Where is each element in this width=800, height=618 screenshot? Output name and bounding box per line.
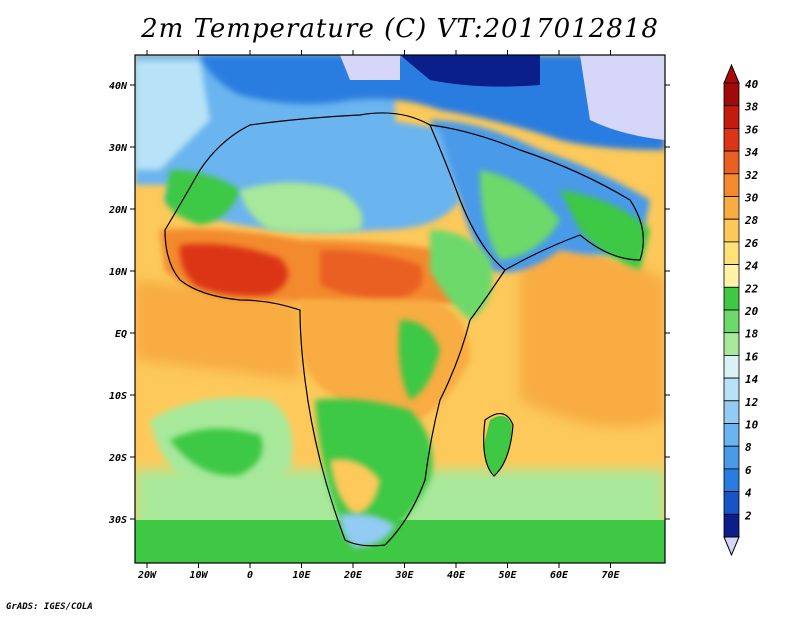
lon-tick-label: 60E: [550, 570, 569, 581]
indian-ocean-warm: [520, 240, 665, 427]
colorbar-label: 2: [744, 509, 752, 522]
colorbar-label: 16: [745, 350, 759, 363]
colorbar-label: 32: [744, 169, 759, 182]
kalahari-warm: [330, 459, 380, 515]
colorbar-high-arrow: [723, 63, 740, 84]
lon-tick-label: 40E: [447, 570, 466, 581]
lon-tick-label: 20W: [137, 570, 157, 581]
colorbar-label: 14: [745, 373, 759, 386]
lon-axis: 20W 10W 0 10E 20E 30E 40E 50E 60E 70E: [137, 50, 621, 581]
sahel-transition: [240, 182, 363, 233]
colorbar-swatch: [723, 332, 740, 356]
colorbar-swatch: [723, 491, 740, 515]
atlantic-cool-strip: [135, 60, 210, 170]
colorbar-swatch: [723, 105, 740, 129]
europe-cold-core: [400, 55, 540, 87]
colorbar-label: 8: [745, 441, 752, 454]
colorbar-low-arrow: [723, 536, 740, 557]
east-africa-highlands: [398, 320, 440, 400]
colorbar-swatch: [723, 196, 740, 220]
colorbar: 40 38 36 34 32 30 28 26 24 22 20 18 16 14 12 10 8 6 4 2: [723, 63, 759, 557]
colorbar-swatch: [723, 241, 740, 265]
colorbar-swatch: [723, 286, 740, 311]
map-frame: [134, 54, 666, 564]
map-field: [135, 55, 665, 563]
lon-tick-label: 10E: [292, 570, 311, 581]
colorbar-swatch: [723, 264, 740, 288]
west-africa-hottest: [179, 243, 288, 296]
colorbar-label: 38: [744, 101, 759, 114]
lat-tick-label: 30S: [108, 515, 127, 526]
lon-tick-label: 20E: [343, 570, 363, 581]
colorbar-swatch: [723, 82, 740, 107]
colorbar-label: 24: [744, 260, 759, 273]
colorbar-swatch: [723, 309, 740, 334]
colorbar-label: 12: [745, 396, 759, 409]
central-asia-cold: [580, 55, 665, 140]
western-sahara-green: [165, 170, 240, 225]
south-atlantic-cool-core: [170, 428, 263, 476]
lat-tick-label: 20N: [108, 205, 128, 216]
colorbar-label: 30: [744, 192, 759, 205]
colorbar-label: 20: [744, 305, 759, 318]
lon-tick-label: 30E: [394, 570, 414, 581]
lon-tick-label: 50E: [498, 570, 517, 581]
map-title: 2m Temperature (C) VT:2017012818: [141, 14, 659, 44]
colorbar-swatch: [723, 173, 740, 197]
lon-tick-label: 10W: [189, 570, 208, 581]
colorbar-label: 36: [744, 123, 759, 136]
tropical-atlantic-warm: [135, 280, 300, 380]
colorbar-label: 34: [744, 146, 759, 159]
alps-cold: [340, 55, 400, 80]
colorbar-swatch: [723, 218, 740, 243]
madagascar-coast: [483, 413, 514, 477]
sahara-cool: [165, 118, 460, 232]
colorbar-swatch: [723, 127, 740, 152]
africa-coast: [164, 112, 506, 547]
ethiopian-highlands: [430, 230, 493, 320]
colorbar-swatch: [723, 468, 740, 492]
lat-axis: 40N 30N 20N 10N EQ 10S 20S 30S: [108, 81, 670, 526]
colorbar-label: 22: [744, 282, 759, 295]
colorbar-swatch: [723, 423, 740, 447]
colorbar-label: 6: [745, 464, 752, 477]
colorbar-swatch: [723, 377, 740, 402]
colorbar-label: 28: [744, 214, 759, 227]
colorbar-swatch: [723, 354, 740, 379]
central-sahel-hot: [320, 250, 423, 299]
colorbar-label: 26: [744, 237, 759, 250]
europe-landmass: [200, 55, 665, 150]
madagascar: [484, 416, 512, 475]
colorbar-swatch: [723, 513, 740, 538]
southern-africa: [315, 398, 433, 541]
lat-tick-label: 10N: [109, 267, 128, 278]
lon-tick-label: 70E: [601, 570, 620, 581]
india-green: [560, 190, 650, 270]
lat-tick-label: 40N: [109, 81, 128, 92]
arabia-coast: [429, 124, 644, 271]
grads-credit: GrADS: IGES/COLA: [6, 602, 93, 612]
colorbar-swatch: [723, 445, 740, 470]
colorbar-label: 18: [745, 328, 759, 341]
south-africa-cool: [340, 513, 395, 548]
colorbar-label: 40: [745, 78, 759, 91]
colorbar-swatch: [723, 400, 740, 424]
lat-tick-label: 30N: [108, 143, 128, 154]
colorbar-label: 4: [745, 487, 752, 500]
lat-tick-label: EQ: [115, 329, 127, 340]
lat-tick-label: 10S: [109, 391, 127, 402]
lon-tick-label: 0: [247, 570, 253, 581]
lat-tick-label: 20S: [108, 453, 127, 464]
coastline: [164, 112, 644, 547]
colorbar-label: 10: [745, 419, 759, 432]
arabian-peninsula-green: [480, 170, 560, 260]
colorbar-swatch: [723, 150, 740, 175]
